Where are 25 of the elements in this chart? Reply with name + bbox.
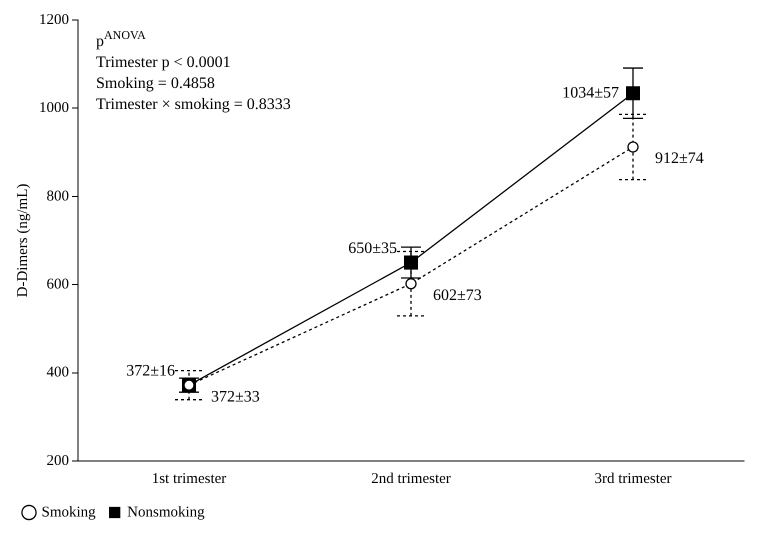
y-tick-label: 1200: [39, 12, 69, 28]
y-tick-label: 1000: [39, 100, 69, 116]
data-label: 372±16: [126, 362, 175, 380]
point: [404, 256, 418, 270]
y-tick-label: 600: [46, 276, 69, 293]
annotation: Smoking = 0.4858: [96, 75, 215, 92]
y-axis-title: D-Dimers (ng/mL): [14, 184, 31, 298]
x-tick-label: 1st trimester: [152, 470, 226, 487]
data-label: 1034±57: [562, 84, 619, 102]
legend-label: Nonsmoking: [127, 504, 206, 520]
data-label: 372±33: [211, 388, 260, 406]
point: [626, 86, 640, 100]
data-label: 602±73: [433, 286, 482, 304]
annotation: Trimester × smoking = 0.8333: [96, 96, 291, 114]
data-label: 650±35: [348, 240, 397, 257]
data-label: 912±74: [655, 150, 704, 168]
point: [627, 141, 639, 153]
point: [405, 278, 417, 290]
legend-label: Smoking: [42, 504, 96, 520]
y-tick-label: 400: [46, 364, 69, 381]
annotation: Trimester p < 0.0001: [96, 54, 231, 72]
y-tick-label: 800: [46, 188, 69, 204]
y-tick-label: 200: [46, 452, 69, 469]
x-tick-label: 3rd trimester: [594, 470, 672, 487]
x-tick-label: 2nd trimester: [371, 470, 451, 487]
